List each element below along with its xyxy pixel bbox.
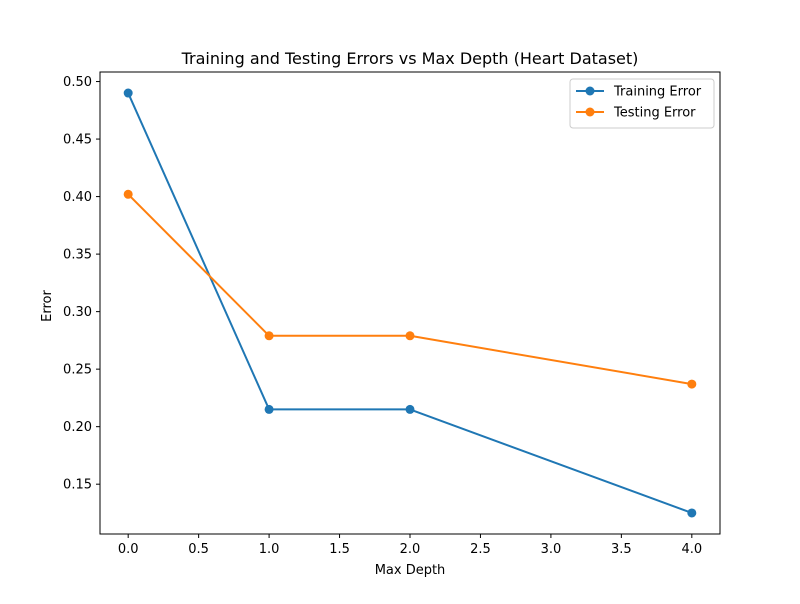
legend-box: [569, 78, 715, 129]
chart-title: Training and Testing Errors vs Max Depth…: [181, 49, 639, 68]
series-layer: [123, 88, 697, 518]
testing-error-point: [123, 189, 133, 199]
training-error-point: [264, 404, 274, 414]
x-tick-label: 4.0: [681, 542, 702, 557]
x-tick-label: 0.5: [188, 542, 209, 557]
x-tick-label: 3.0: [541, 542, 562, 557]
testing-error-line: [127, 193, 693, 386]
chart-legend: Training Error Testing Error: [569, 78, 715, 129]
x-tick-label: 2.0: [400, 542, 421, 557]
training-error-point: [405, 404, 415, 414]
testing-error-point: [405, 331, 415, 341]
testing-error-legend-marker: [585, 107, 595, 117]
training-error-legend-marker: [585, 86, 595, 96]
y-tick-label: 0.15: [63, 478, 92, 493]
training-error-line: [127, 92, 693, 514]
y-axis-label: Error: [40, 290, 55, 322]
x-tick-label: 1.0: [259, 542, 280, 557]
x-axis-ticks: 0.0 0.5 1.0 1.5 2.0 2.5 3.0 3.5 4.0: [118, 534, 702, 557]
legend-label: Training Error: [613, 85, 702, 100]
y-tick-label: 0.50: [63, 75, 92, 90]
plot-area-frame: [99, 71, 721, 535]
x-tick-label: 2.5: [470, 542, 491, 557]
training-error-point: [123, 88, 133, 98]
training-error-point: [687, 508, 697, 518]
x-tick-label: 1.5: [329, 542, 350, 557]
x-tick-label: 0.0: [118, 542, 139, 557]
y-tick-label: 0.35: [63, 248, 92, 263]
y-tick-label: 0.25: [63, 363, 92, 378]
y-tick-label: 0.45: [63, 133, 92, 148]
y-tick-label: 0.40: [63, 190, 92, 205]
legend-label: Testing Error: [613, 106, 696, 121]
y-tick-label: 0.30: [63, 305, 92, 320]
testing-error-point: [687, 379, 697, 389]
y-axis-ticks: 0.15 0.20 0.25 0.30 0.35 0.40 0.45 0.50: [63, 75, 100, 493]
x-tick-label: 3.5: [611, 542, 632, 557]
y-tick-label: 0.20: [63, 420, 92, 435]
testing-error-point: [264, 331, 274, 341]
x-axis-label: Max Depth: [375, 563, 446, 578]
